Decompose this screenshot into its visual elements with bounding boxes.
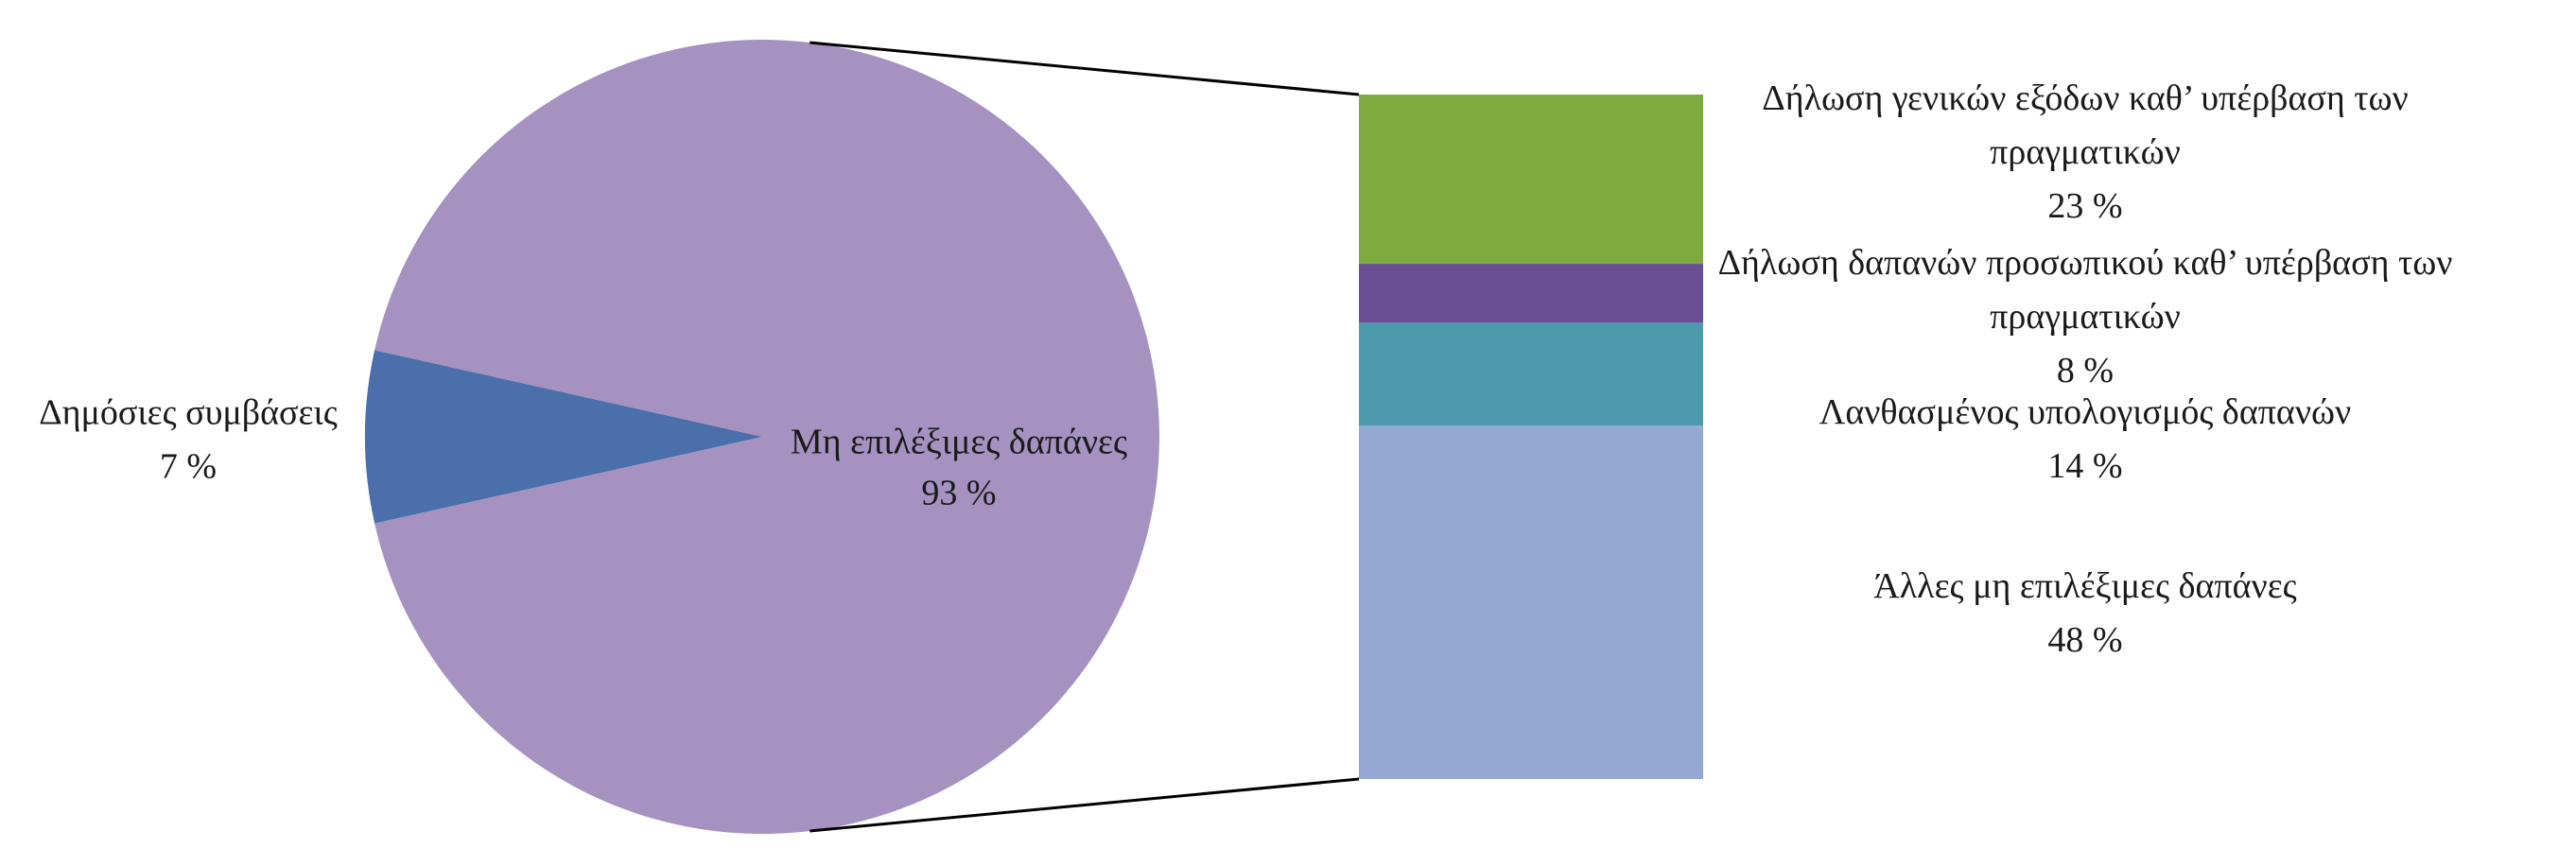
pie-slice [365,350,762,524]
pie-label: Μη επιλέξιμες δαπάνες [791,423,1127,462]
bar-label: Δήλωση δαπανών προσωπικού καθ’ υπέρβαση … [1679,236,2492,398]
bar-label: Λανθασμένος υπολογισμός δαπανών 14 % [1679,386,2492,494]
bar-segment [1359,95,1703,265]
bar-value-label: 14 % [2047,446,2123,486]
connector-line [809,777,1360,833]
pie-value-label: 7 % [160,447,217,487]
bar-segment [1359,322,1703,426]
bar-segment [1359,264,1703,323]
pie-label: Δημόσιες συμβάσεις [39,393,338,433]
pie-slice [374,40,1159,835]
bar-value-label: 48 % [2047,620,2123,660]
bar-segment [1359,425,1703,779]
bar-value-label: 8 % [2056,351,2115,390]
pie-value-label: 93 % [921,474,996,513]
connector-line [809,41,1360,96]
bar-value-label: 23 % [2047,186,2123,226]
bar-label: Δήλωση γενικών εξόδων καθ’ υπέρβαση των … [1679,72,2492,234]
bar-label: Άλλες μη επιλέξιμες δαπάνες 48 % [1679,560,2492,667]
